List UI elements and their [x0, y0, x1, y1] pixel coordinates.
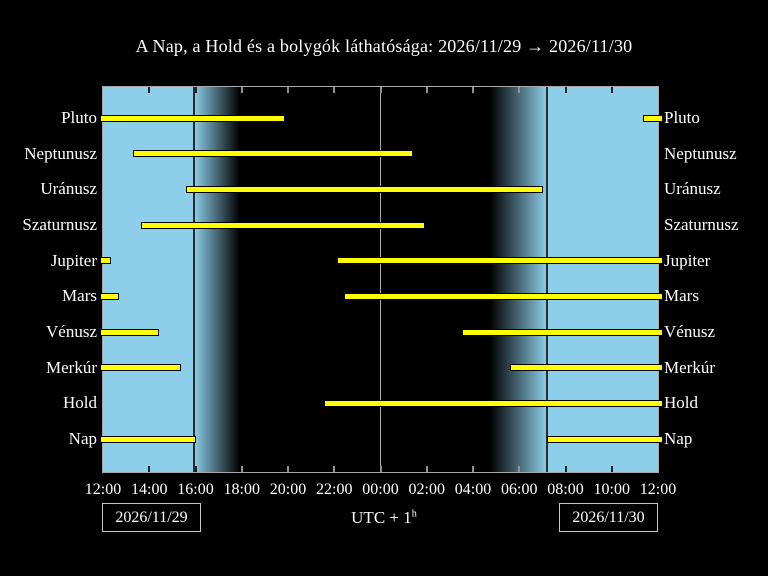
- tick-mark: [333, 466, 336, 472]
- visibility-bar-mars: [100, 292, 119, 300]
- visibility-bar-jupiter: [100, 257, 111, 265]
- visibility-bar-mars: [343, 292, 663, 300]
- x-tick-label: 02:00: [408, 481, 445, 498]
- tick-mark: [287, 87, 289, 93]
- tick-mark: [240, 466, 243, 472]
- visibility-bar-merkur: [100, 364, 182, 372]
- tick-mark: [564, 87, 567, 93]
- row-label-right-neptunusz: Neptunusz: [664, 143, 737, 163]
- row-label-right-mars: Mars: [664, 286, 699, 306]
- date-end-text: 2026/11/30: [572, 508, 645, 526]
- tick-mark: [425, 466, 428, 472]
- tick-mark: [379, 466, 382, 472]
- x-tick-label: 12:00: [639, 481, 677, 498]
- x-tick-label: 20:00: [269, 481, 307, 498]
- tick-mark: [194, 466, 197, 472]
- tick-mark: [194, 87, 197, 93]
- visibility-bar-merkur: [510, 364, 663, 372]
- x-tick-label: 18:00: [223, 481, 260, 498]
- midnight-line: [380, 87, 381, 472]
- x-tick-label: 10:00: [593, 481, 630, 498]
- tick-mark: [333, 87, 336, 93]
- visibility-bar-hold: [324, 399, 663, 407]
- row-label-left-szaturnusz: Szaturnusz: [22, 215, 97, 234]
- timezone-superscript: h: [411, 508, 417, 520]
- x-tick-label: 12:00: [84, 481, 122, 498]
- tick-mark: [610, 87, 613, 93]
- visibility-bar-uranusz: [186, 185, 543, 193]
- date-box-end: 2026/11/30: [559, 503, 658, 532]
- visibility-bar-pluto: [642, 114, 663, 122]
- row-label-right-pluto: Pluto: [664, 108, 700, 127]
- row-label-right-szaturnusz: Szaturnusz: [664, 215, 739, 234]
- visibility-bar-venusz: [461, 328, 663, 336]
- tick-mark: [287, 466, 289, 472]
- sunset-line: [192, 87, 195, 472]
- visibility-bar-venusz: [100, 328, 160, 336]
- row-label-left-merkur: Merkúr: [46, 357, 97, 377]
- tick-mark: [148, 87, 151, 93]
- tick-mark: [379, 87, 382, 93]
- visibility-bar-pluto: [100, 114, 285, 122]
- x-tick-label: 22:00: [316, 481, 353, 498]
- row-label-left-nap: Nap: [68, 429, 97, 449]
- row-label-left-mars: Mars: [62, 286, 97, 306]
- visibility-bar-nap: [547, 435, 663, 443]
- tick-mark: [472, 466, 474, 472]
- row-label-left-pluto: Pluto: [61, 108, 97, 127]
- x-tick-label: 04:00: [454, 481, 492, 498]
- tick-mark: [472, 87, 474, 93]
- date-box-start: 2026/11/29: [102, 503, 201, 532]
- x-tick-label: 14:00: [131, 481, 168, 498]
- row-label-left-hold: Hold: [63, 393, 97, 413]
- row-label-right-venusz: Vénusz: [664, 322, 715, 342]
- x-tick-label: 08:00: [547, 481, 584, 498]
- plot-area: [100, 86, 663, 473]
- x-tick-label: 06:00: [501, 481, 538, 498]
- row-label-right-hold: Hold: [664, 393, 698, 413]
- row-label-right-merkur: Merkúr: [664, 357, 715, 377]
- timezone-label: UTC + 1h: [351, 508, 417, 527]
- row-label-right-uranusz: Uránusz: [664, 179, 721, 199]
- visibility-bar-neptunusz: [133, 150, 414, 158]
- tick-mark: [610, 466, 613, 472]
- visibility-bar-szaturnusz: [140, 221, 426, 229]
- sunrise-line: [546, 87, 549, 472]
- tick-mark: [518, 87, 521, 93]
- date-start-text: 2026/11/29: [115, 508, 188, 526]
- row-label-left-jupiter: Jupiter: [50, 250, 97, 270]
- chart-title: A Nap, a Hold és a bolygók láthatósága: …: [135, 36, 633, 56]
- tick-mark: [240, 87, 243, 93]
- tick-mark: [518, 466, 521, 472]
- row-label-right-nap: Nap: [664, 429, 693, 449]
- row-label-right-jupiter: Jupiter: [664, 250, 711, 270]
- visibility-bar-jupiter: [337, 257, 663, 265]
- row-label-left-venusz: Vénusz: [46, 322, 97, 342]
- row-label-left-uranusz: Uránusz: [40, 179, 97, 199]
- visibility-bar-nap: [100, 435, 196, 443]
- tick-mark: [425, 87, 428, 93]
- x-tick-label: 16:00: [177, 481, 214, 498]
- x-tick-label: 00:00: [362, 481, 399, 498]
- row-label-left-neptunusz: Neptunusz: [24, 143, 97, 163]
- tick-mark: [564, 466, 567, 472]
- tick-mark: [148, 466, 151, 472]
